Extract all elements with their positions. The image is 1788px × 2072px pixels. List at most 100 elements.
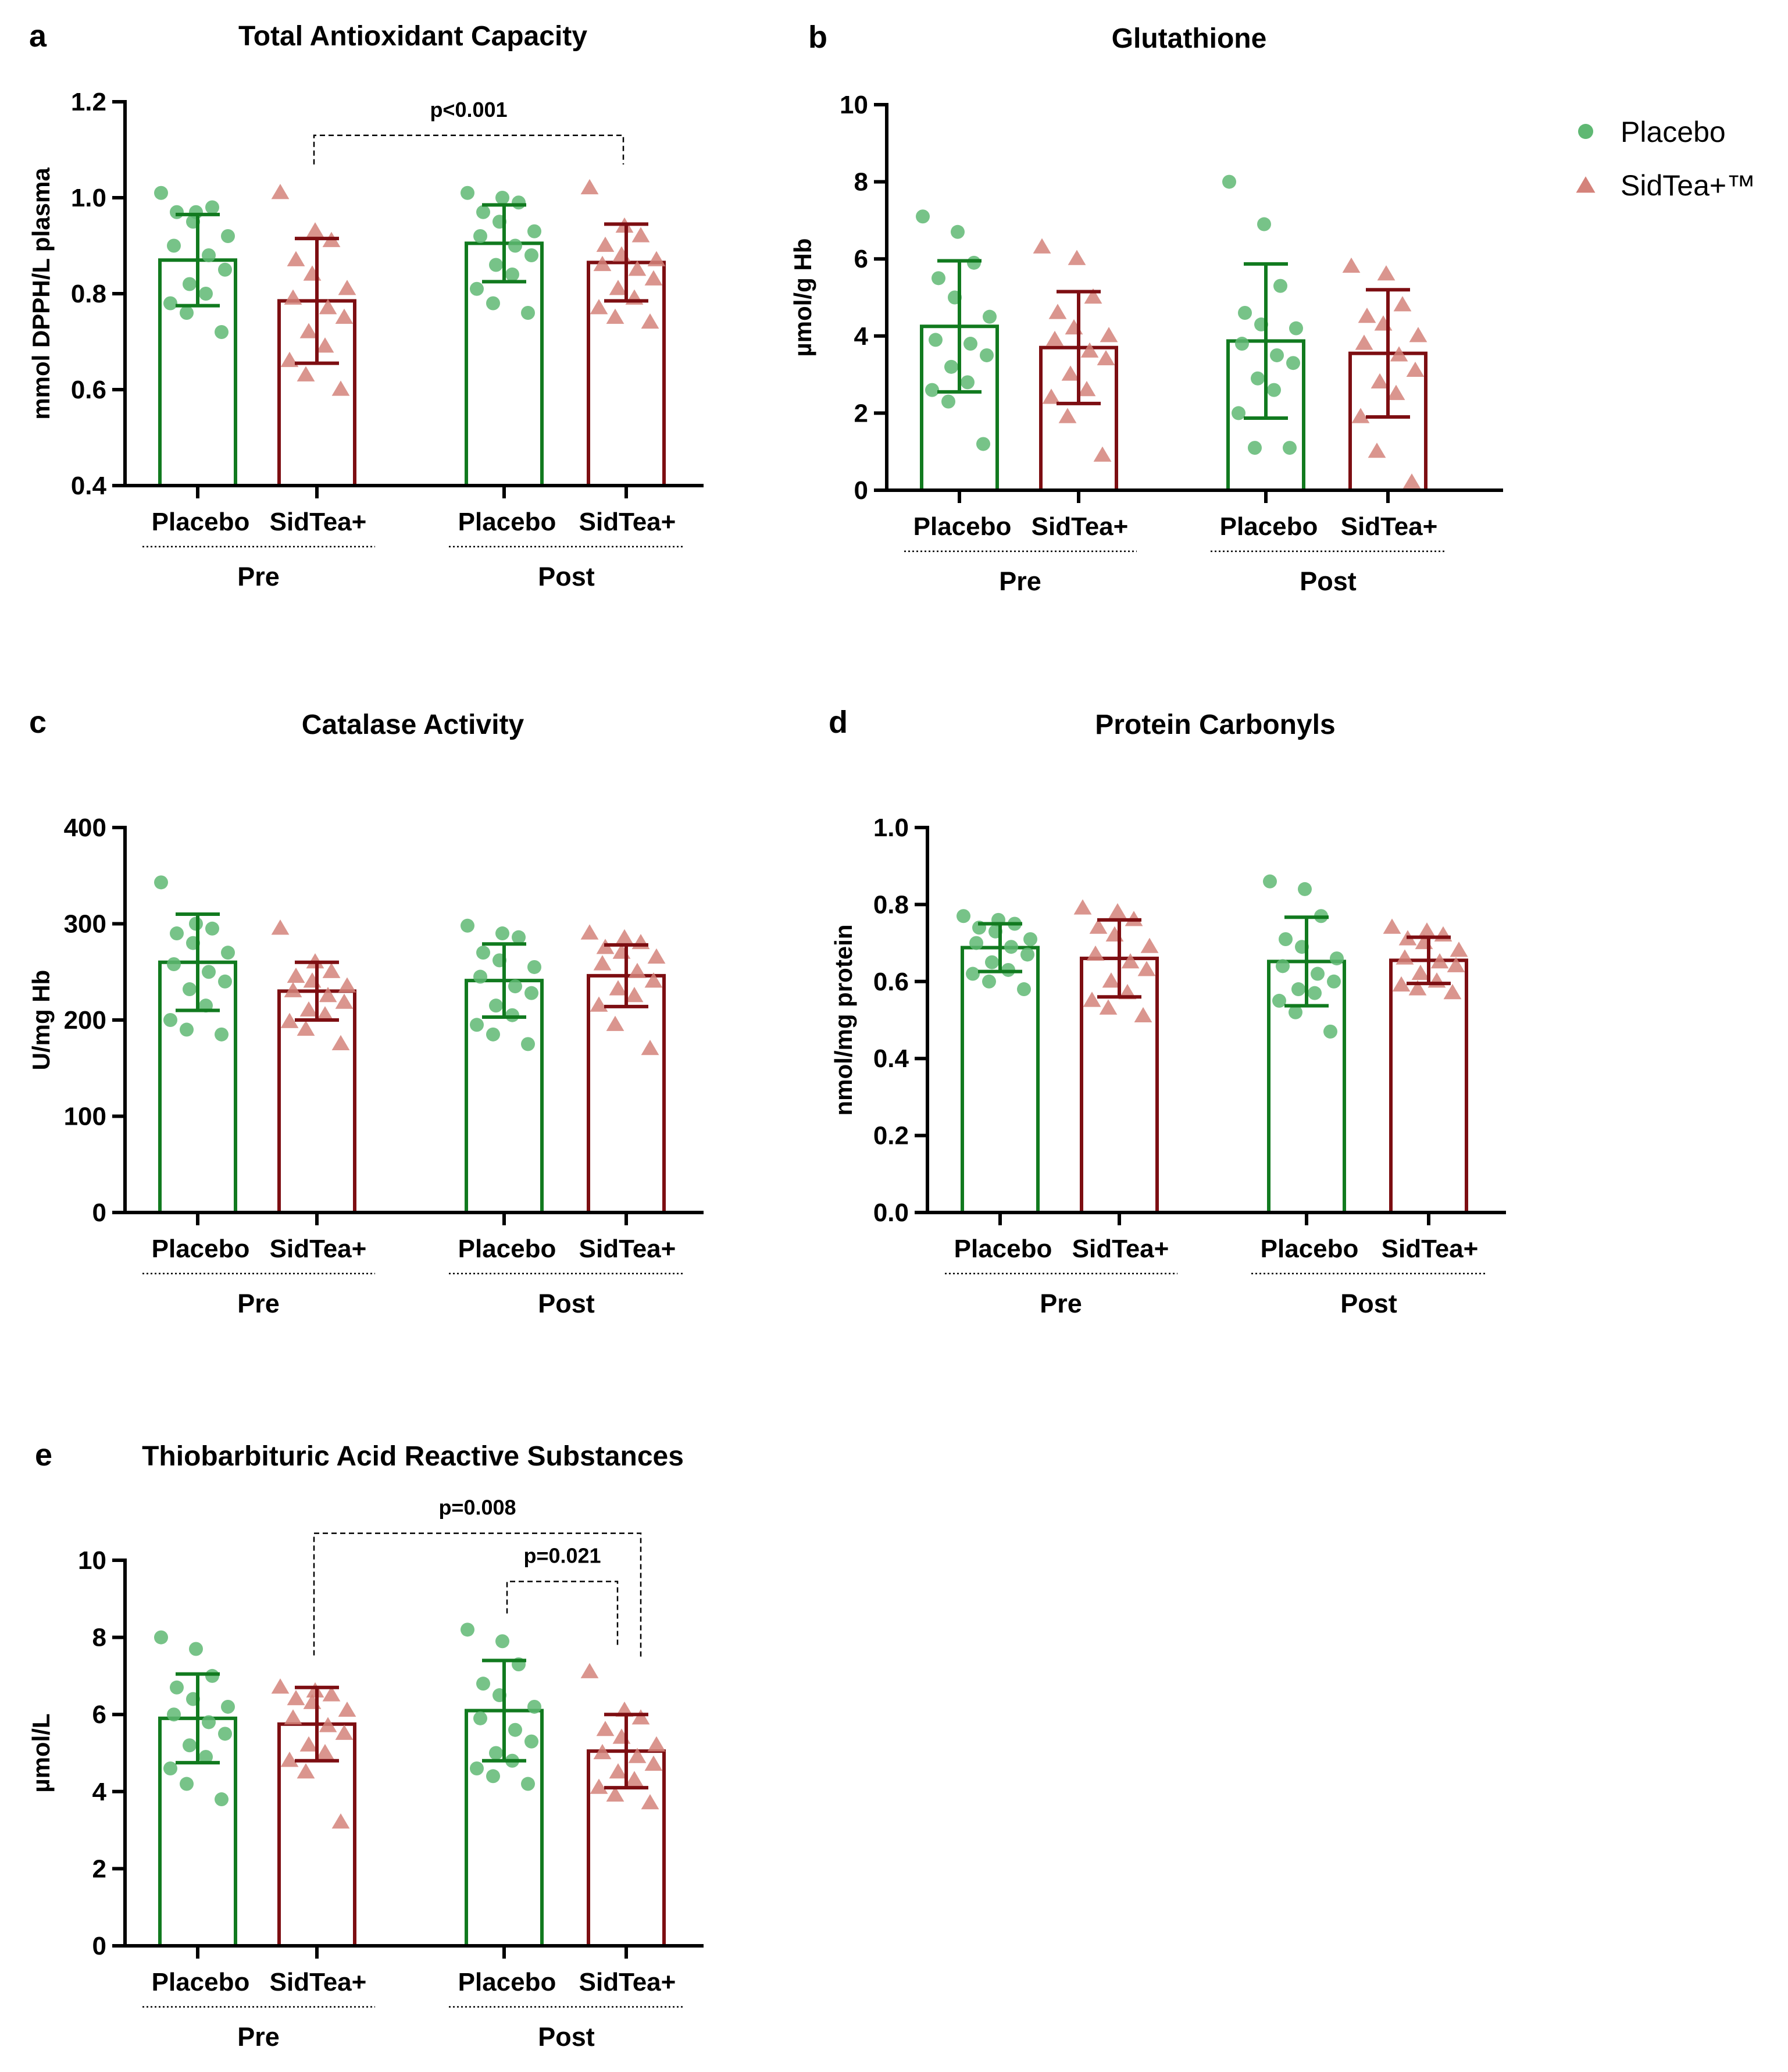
data-point-sidtea xyxy=(596,236,615,252)
data-point-sidtea xyxy=(625,987,644,1003)
y-tick-label: 10 xyxy=(840,91,868,119)
data-point-placebo xyxy=(199,287,213,301)
data-point-sidtea xyxy=(297,1020,315,1036)
data-point-placebo xyxy=(489,258,503,272)
y-tick-label: 0.4 xyxy=(71,472,107,500)
data-point-sidtea xyxy=(316,1006,334,1022)
data-point-sidtea xyxy=(1434,926,1452,942)
y-tick-label: 100 xyxy=(64,1103,106,1131)
y-axis-label: mmol DPPH/L plasma xyxy=(27,167,55,420)
x-tick-label: Placebo xyxy=(152,1235,250,1263)
data-point-sidtea xyxy=(1048,304,1067,319)
data-point-sidtea xyxy=(628,261,647,276)
data-point-sidtea xyxy=(631,933,650,950)
data-point-sidtea xyxy=(1418,922,1436,938)
data-point-sidtea xyxy=(1084,288,1102,304)
data-point-placebo xyxy=(982,974,996,989)
data-point-sidtea xyxy=(1450,942,1468,957)
data-point-sidtea xyxy=(1093,446,1112,462)
y-tick-label: 300 xyxy=(64,910,106,939)
data-point-placebo xyxy=(941,394,955,409)
data-point-placebo xyxy=(508,979,522,994)
data-point-placebo xyxy=(976,437,990,451)
data-point-sidtea xyxy=(593,255,612,272)
data-point-sidtea xyxy=(580,924,599,940)
data-point-sidtea xyxy=(1368,443,1386,458)
data-point-placebo xyxy=(963,337,977,351)
data-point-sidtea xyxy=(1089,918,1108,934)
group-label: Pre xyxy=(999,566,1041,596)
data-point-placebo xyxy=(1248,441,1262,455)
x-tick-label: SidTea+ xyxy=(1382,1235,1479,1263)
panel-letter: d xyxy=(829,705,848,740)
data-point-placebo xyxy=(1327,974,1341,989)
data-point-placebo xyxy=(495,926,509,941)
data-point-sidtea xyxy=(1396,949,1414,965)
data-point-placebo xyxy=(916,209,930,224)
data-point-sidtea xyxy=(1393,296,1412,312)
data-point-sidtea xyxy=(1073,899,1092,915)
data-point-sidtea xyxy=(1077,380,1096,397)
data-point-sidtea xyxy=(609,980,627,996)
data-point-placebo xyxy=(1276,959,1290,973)
data-point-placebo xyxy=(180,1777,194,1791)
data-point-sidtea xyxy=(590,996,608,1012)
data-point-sidtea xyxy=(1068,249,1086,265)
data-point-placebo xyxy=(154,1630,168,1645)
data-point-placebo xyxy=(1238,306,1252,320)
y-tick-label: 4 xyxy=(854,322,869,351)
data-point-sidtea xyxy=(647,251,666,266)
y-axis-label: U/mg Hb xyxy=(27,970,55,1071)
data-point-placebo xyxy=(1004,940,1018,954)
data-point-placebo xyxy=(221,229,235,243)
data-point-placebo xyxy=(527,960,541,974)
data-point-sidtea xyxy=(284,982,302,997)
data-point-sidtea xyxy=(647,1736,666,1752)
y-tick-label: 10 xyxy=(78,1546,106,1575)
data-point-sidtea xyxy=(316,1743,334,1760)
y-tick-label: 0 xyxy=(854,476,868,505)
data-point-placebo xyxy=(1289,321,1303,336)
data-point-placebo xyxy=(1311,967,1325,981)
data-point-sidtea xyxy=(297,366,315,381)
y-tick-label: 0.8 xyxy=(873,890,909,919)
data-point-placebo xyxy=(180,306,194,320)
group-label: Post xyxy=(1340,1289,1397,1318)
data-point-sidtea xyxy=(1387,384,1405,400)
data-point-placebo xyxy=(512,930,526,944)
x-tick-label: Placebo xyxy=(1220,512,1318,541)
data-point-placebo xyxy=(1251,371,1265,386)
data-point-sidtea xyxy=(280,1752,299,1767)
data-point-placebo xyxy=(951,224,965,239)
data-point-placebo xyxy=(461,1622,474,1637)
group-label: Post xyxy=(538,2022,595,2052)
data-point-placebo xyxy=(1273,279,1287,293)
data-point-placebo xyxy=(495,191,509,205)
data-point-sidtea xyxy=(1402,473,1421,489)
y-axis-label: µmol/L xyxy=(27,1713,55,1792)
data-point-sidtea xyxy=(1083,992,1101,1007)
data-point-sidtea xyxy=(1086,945,1105,961)
group-label: Pre xyxy=(1040,1289,1082,1318)
data-point-sidtea xyxy=(1042,388,1061,404)
data-point-placebo xyxy=(1222,174,1236,189)
data-point-placebo xyxy=(524,1734,538,1749)
data-point-placebo xyxy=(1283,441,1297,455)
data-point-placebo xyxy=(1263,874,1277,889)
chart-panel-a: a Total Antioxidant Capacity mmol DPPH/L p… xyxy=(27,19,704,591)
x-tick-label: SidTea+ xyxy=(1072,1235,1169,1263)
data-point-placebo xyxy=(163,296,177,311)
data-point-sidtea xyxy=(284,1709,302,1725)
data-point-sidtea xyxy=(641,1040,659,1055)
data-point-placebo xyxy=(473,229,487,243)
data-point-placebo xyxy=(489,998,503,1013)
data-point-sidtea xyxy=(606,1786,624,1802)
data-point-placebo xyxy=(476,205,490,219)
data-point-sidtea xyxy=(1443,984,1462,1000)
data-point-placebo xyxy=(215,1027,229,1042)
data-point-sidtea xyxy=(319,299,337,315)
data-point-placebo xyxy=(505,268,519,281)
data-point-sidtea xyxy=(631,1709,650,1725)
x-tick-label: SidTea+ xyxy=(270,1235,367,1263)
data-point-placebo xyxy=(180,1022,194,1037)
